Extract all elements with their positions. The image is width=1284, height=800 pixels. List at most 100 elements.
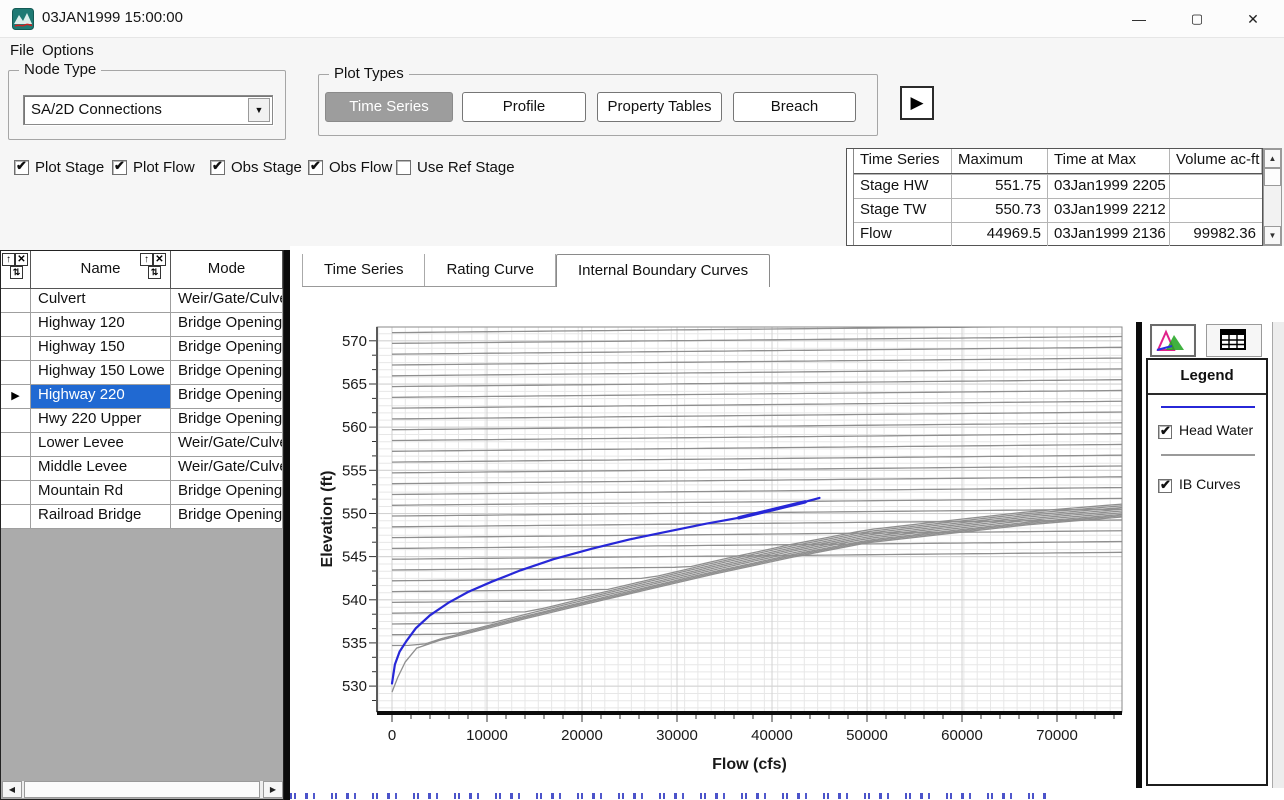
sort-ascending-icon[interactable]: ↑ <box>2 253 15 266</box>
close-button[interactable]: ✕ <box>1230 0 1276 38</box>
x-tick-label: 60000 <box>941 727 983 744</box>
node-name-cell[interactable]: Mountain Rd <box>31 481 171 505</box>
node-row-highway-150-lowe[interactable]: Highway 150 LoweBridge Opening <box>1 361 283 385</box>
max-values-table: Time SeriesMaximumTime at MaxVolume ac-f… <box>846 148 1263 246</box>
row-selector-cell[interactable] <box>1 289 31 313</box>
row-selector-cell[interactable] <box>1 505 31 529</box>
sort-order-icon[interactable]: ⇅ <box>148 266 161 279</box>
max-table-header-cell: Time Series <box>854 149 952 173</box>
legend-splitter[interactable] <box>1136 322 1142 788</box>
y-tick-label: 570 <box>342 333 367 350</box>
node-name-cell[interactable]: Railroad Bridge <box>31 505 171 529</box>
tab-internal-boundary-curves[interactable]: Internal Boundary Curves <box>556 254 770 287</box>
tab-time-series[interactable]: Time Series <box>302 254 425 286</box>
node-row-highway-220[interactable]: ▶Highway 220Bridge Opening <box>1 385 283 409</box>
row-selector-cell[interactable] <box>1 409 31 433</box>
sort-order-icon[interactable]: ⇅ <box>10 266 23 279</box>
node-name-cell[interactable]: Highway 220 <box>31 385 171 409</box>
plot-type-time-series-button[interactable]: Time Series <box>325 92 453 122</box>
hscrollbar-thumb[interactable] <box>24 781 260 798</box>
max-table-cell: 551.75 <box>952 175 1048 198</box>
toggle-plot-stage: Plot Stage <box>14 159 104 176</box>
node-mode-cell[interactable]: Bridge Opening <box>171 313 283 337</box>
legend-panel: Legend Head Water IB Curves <box>1146 358 1268 786</box>
node-name-cell[interactable]: Middle Levee <box>31 457 171 481</box>
node-type-dropdown[interactable]: SA/2D Connections ▼ <box>23 95 273 125</box>
node-row-middle-levee[interactable]: Middle LeveeWeir/Gate/Culve <box>1 457 283 481</box>
node-row-culvert[interactable]: CulvertWeir/Gate/Culve <box>1 289 283 313</box>
plot-type-breach-button[interactable]: Breach <box>733 92 856 122</box>
y-tick-label: 545 <box>342 549 367 566</box>
dropdown-arrow-icon[interactable]: ▼ <box>248 98 270 122</box>
legend-chart-view-button[interactable] <box>1150 324 1196 357</box>
row-selector-cell[interactable] <box>1 361 31 385</box>
node-mode-cell[interactable]: Bridge Opening <box>171 409 283 433</box>
maximize-button[interactable]: ▢ <box>1174 0 1220 38</box>
node-name-cell[interactable]: Lower Levee <box>31 433 171 457</box>
node-name-cell[interactable]: Highway 150 Lowe <box>31 361 171 385</box>
node-mode-cell[interactable]: Bridge Opening <box>171 481 283 505</box>
legend-checkbox-ib-curves[interactable] <box>1158 479 1172 493</box>
sort-clear-icon[interactable]: ✕ <box>153 253 166 266</box>
max-table-scrollbar[interactable]: ▲ ▼ <box>1263 148 1282 246</box>
checkbox-obs-flow[interactable] <box>308 160 323 175</box>
max-table-row[interactable]: Flow44969.503Jan1999 213699982.36 <box>854 222 1262 246</box>
node-row-railroad-bridge[interactable]: Railroad BridgeBridge Opening <box>1 505 283 529</box>
checkbox-label: Plot Flow <box>133 159 195 176</box>
max-table-header-cell: Volume ac-ft <box>1170 149 1262 173</box>
node-name-cell[interactable]: Highway 150 <box>31 337 171 361</box>
node-table-header-mode[interactable]: Mode <box>171 251 283 289</box>
node-row-hwy-220-upper[interactable]: Hwy 220 UpperBridge Opening <box>1 409 283 433</box>
plot-tabs: Time SeriesRating CurveInternal Boundary… <box>302 254 770 287</box>
tab-rating-curve[interactable]: Rating Curve <box>425 254 556 286</box>
row-selector-cell[interactable] <box>1 433 31 457</box>
node-mode-cell[interactable]: Weir/Gate/Culve <box>171 289 283 313</box>
node-name-cell[interactable]: Hwy 220 Upper <box>31 409 171 433</box>
legend-item-head-water: Head Water <box>1158 422 1253 440</box>
max-table-cell: 03Jan1999 2205 <box>1048 175 1170 198</box>
node-name-cell[interactable]: Highway 120 <box>31 313 171 337</box>
scrollbar-thumb[interactable] <box>1264 168 1281 186</box>
node-row-mountain-rd[interactable]: Mountain RdBridge Opening <box>1 481 283 505</box>
sort-clear-icon[interactable]: ✕ <box>15 253 28 266</box>
scroll-down-icon[interactable]: ▼ <box>1264 226 1281 245</box>
animate-button[interactable]: ▶ <box>900 86 934 120</box>
row-selector-cell[interactable] <box>1 481 31 505</box>
scroll-left-icon[interactable]: ◀ <box>2 781 22 798</box>
row-selector-cell[interactable] <box>1 457 31 481</box>
node-row-highway-150[interactable]: Highway 150Bridge Opening <box>1 337 283 361</box>
node-mode-cell[interactable]: Bridge Opening <box>171 337 283 361</box>
max-table-cell: 03Jan1999 2212 <box>1048 199 1170 222</box>
scroll-up-icon[interactable]: ▲ <box>1264 149 1281 168</box>
node-mode-cell[interactable]: Bridge Opening <box>171 505 283 529</box>
max-table-cell <box>1170 199 1262 222</box>
menu-file[interactable]: File <box>6 42 38 59</box>
node-mode-cell[interactable]: Bridge Opening <box>171 361 283 385</box>
x-tick-label: 20000 <box>561 727 603 744</box>
node-row-lower-levee[interactable]: Lower LeveeWeir/Gate/Culve <box>1 433 283 457</box>
node-list-hscrollbar[interactable]: ◀ ▶ <box>2 781 283 798</box>
max-table-row[interactable]: Stage HW551.7503Jan1999 2205 <box>854 174 1262 198</box>
row-selector-cell[interactable]: ▶ <box>1 385 31 409</box>
node-row-highway-120[interactable]: Highway 120Bridge Opening <box>1 313 283 337</box>
node-mode-cell[interactable]: Weir/Gate/Culve <box>171 457 283 481</box>
legend-table-view-button[interactable] <box>1206 324 1262 357</box>
row-selector-cell[interactable] <box>1 337 31 361</box>
node-mode-cell[interactable]: Bridge Opening <box>171 385 283 409</box>
plot-type-property-tables-button[interactable]: Property Tables <box>597 92 722 122</box>
plot-type-profile-button[interactable]: Profile <box>462 92 586 122</box>
node-mode-cell[interactable]: Weir/Gate/Culve <box>171 433 283 457</box>
menu-options[interactable]: Options <box>38 42 98 59</box>
checkbox-obs-stage[interactable] <box>210 160 225 175</box>
node-table-header-name[interactable]: Name ↑ ✕ ⇅ <box>31 251 171 289</box>
legend-checkbox-head-water[interactable] <box>1158 425 1172 439</box>
minimize-button[interactable]: — <box>1116 0 1162 38</box>
checkbox-use-ref-stage[interactable] <box>396 160 411 175</box>
checkbox-plot-stage[interactable] <box>14 160 29 175</box>
checkbox-plot-flow[interactable] <box>112 160 127 175</box>
max-table-row[interactable]: Stage TW550.7303Jan1999 2212 <box>854 198 1262 222</box>
node-name-cell[interactable]: Culvert <box>31 289 171 313</box>
row-selector-cell[interactable] <box>1 313 31 337</box>
sort-ascending-icon[interactable]: ↑ <box>140 253 153 266</box>
scroll-right-icon[interactable]: ▶ <box>263 781 283 798</box>
